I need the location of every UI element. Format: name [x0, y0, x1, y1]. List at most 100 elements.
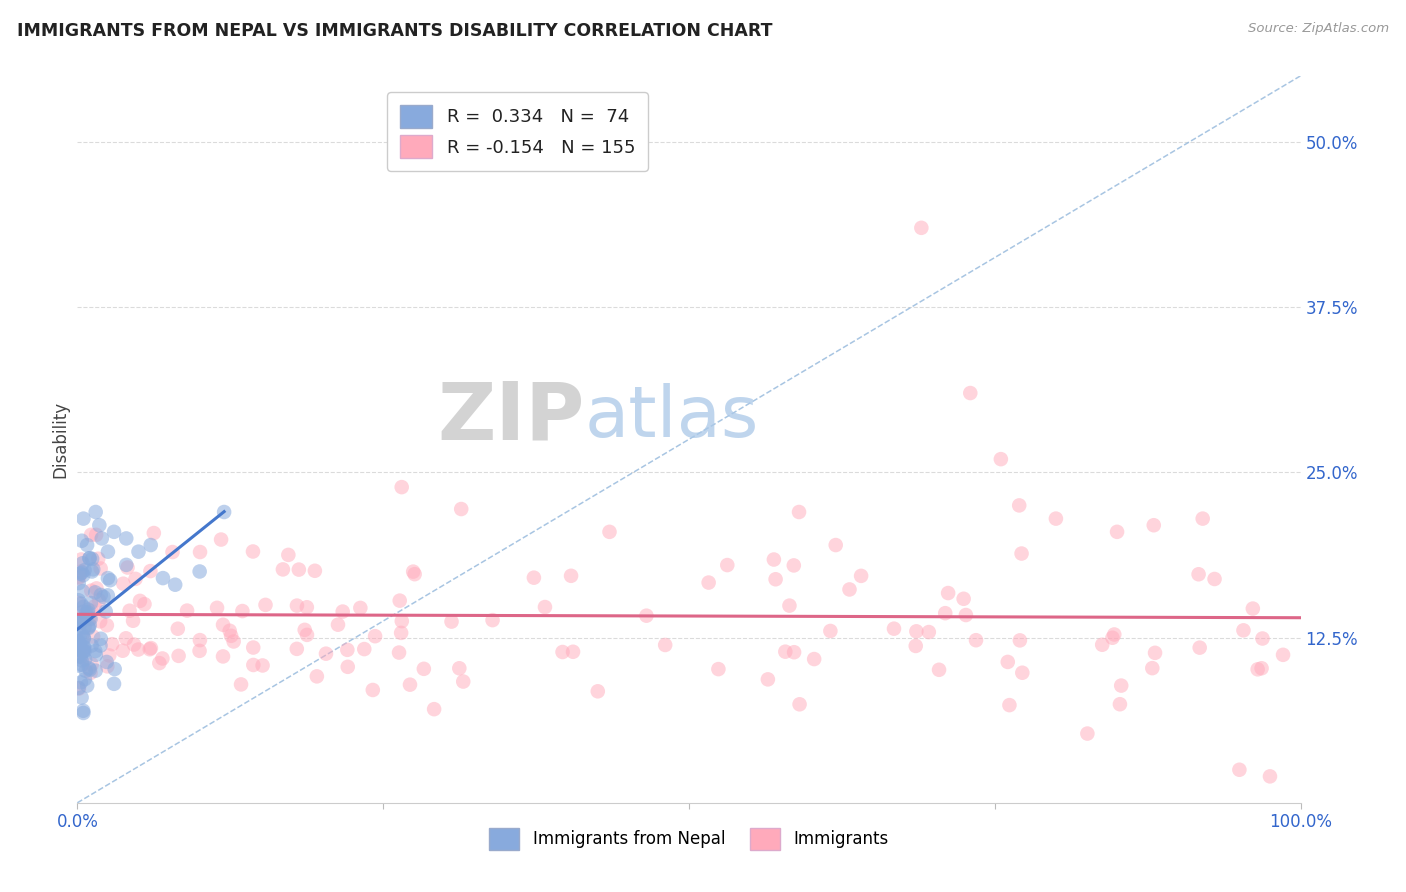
Point	[98, 648, 121, 663]
Point	[67, 576, 90, 591]
Point	[391, 614, 413, 628]
Point	[96, 618, 118, 632]
Point	[104, 662, 127, 676]
Point	[332, 605, 354, 619]
Point	[523, 571, 546, 585]
Point	[67, 571, 90, 585]
Point	[1232, 624, 1254, 638]
Point	[72, 556, 94, 570]
Point	[117, 560, 139, 574]
Point	[82, 552, 104, 566]
Point	[72, 645, 94, 659]
Point	[72, 612, 94, 626]
Point	[803, 652, 825, 666]
Point	[67, 596, 90, 610]
Point	[697, 575, 720, 590]
Point	[277, 548, 299, 562]
Point	[84, 644, 107, 658]
Point	[1251, 632, 1274, 646]
Point	[80, 596, 103, 610]
Point	[636, 608, 658, 623]
Point	[824, 538, 846, 552]
Point	[756, 673, 779, 687]
Point	[789, 698, 811, 712]
Point	[389, 626, 412, 640]
Point	[73, 644, 96, 658]
Point	[1247, 662, 1270, 676]
Point	[242, 657, 264, 672]
Point	[69, 631, 91, 645]
Point	[188, 644, 211, 658]
Legend: Immigrants from Nepal, Immigrants: Immigrants from Nepal, Immigrants	[482, 822, 896, 856]
Point	[67, 643, 90, 657]
Point	[242, 544, 264, 558]
Point	[67, 610, 90, 624]
Point	[73, 640, 96, 655]
Point	[305, 669, 328, 683]
Point	[69, 615, 91, 629]
Point	[70, 653, 93, 667]
Point	[69, 565, 91, 579]
Point	[349, 601, 371, 615]
Text: Source: ZipAtlas.com: Source: ZipAtlas.com	[1249, 22, 1389, 36]
Point	[231, 604, 253, 618]
Point	[72, 599, 94, 614]
Point	[72, 511, 94, 525]
Point	[90, 632, 112, 646]
Point	[112, 576, 135, 591]
Point	[1250, 661, 1272, 675]
Point	[73, 631, 96, 645]
Point	[84, 648, 107, 662]
Point	[936, 586, 959, 600]
Point	[762, 552, 785, 566]
Point	[534, 600, 557, 615]
Point	[288, 563, 311, 577]
Point	[765, 572, 787, 586]
Point	[127, 642, 149, 657]
Point	[783, 645, 806, 659]
Point	[388, 593, 411, 607]
Point	[404, 567, 426, 582]
Point	[67, 658, 90, 673]
Point	[139, 641, 162, 656]
Point	[336, 643, 359, 657]
Point	[934, 606, 956, 620]
Point	[212, 617, 235, 632]
Point	[1188, 640, 1211, 655]
Point	[103, 524, 125, 539]
Point	[69, 649, 91, 664]
Point	[139, 564, 162, 578]
Point	[75, 652, 97, 666]
Point	[820, 624, 842, 638]
Point	[162, 545, 184, 559]
Point	[716, 558, 738, 572]
Point	[80, 583, 103, 598]
Point	[77, 661, 100, 675]
Text: IMMIGRANTS FROM NEPAL VS IMMIGRANTS DISABILITY CORRELATION CHART: IMMIGRANTS FROM NEPAL VS IMMIGRANTS DISA…	[17, 22, 772, 40]
Point	[84, 528, 107, 542]
Point	[139, 538, 162, 552]
Point	[1204, 572, 1226, 586]
Point	[838, 582, 860, 597]
Point	[783, 558, 806, 573]
Point	[188, 545, 211, 559]
Point	[212, 649, 235, 664]
Point	[1101, 631, 1123, 645]
Point	[176, 604, 198, 618]
Point	[271, 562, 294, 576]
Point	[1187, 567, 1209, 582]
Point	[551, 645, 574, 659]
Point	[955, 607, 977, 622]
Point	[959, 386, 981, 401]
Point	[97, 544, 120, 558]
Point	[73, 632, 96, 646]
Point	[73, 620, 96, 634]
Point	[87, 551, 110, 566]
Point	[1076, 726, 1098, 740]
Point	[67, 635, 90, 649]
Point	[82, 630, 104, 644]
Point	[84, 585, 107, 599]
Point	[89, 615, 111, 629]
Point	[562, 645, 585, 659]
Point	[80, 528, 103, 542]
